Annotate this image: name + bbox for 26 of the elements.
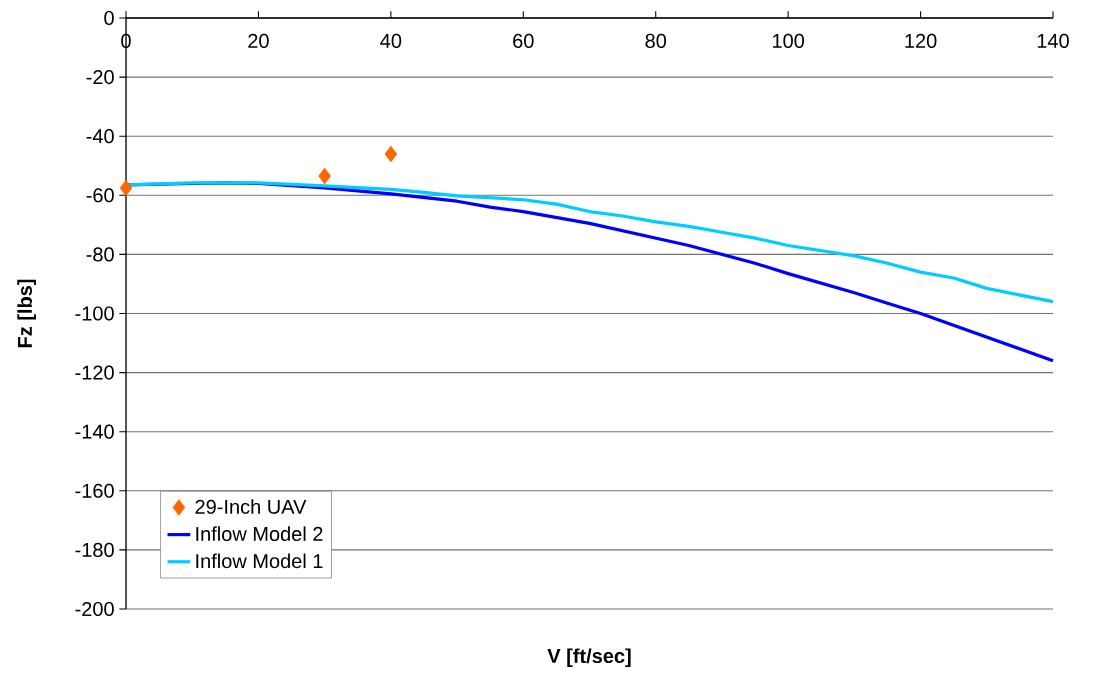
x-tick-label: 20 [248,33,269,48]
y-tick-label: 0 [104,10,114,26]
point [119,179,133,197]
y-tick-label: -160 [75,483,114,498]
y-tick-label: -80 [86,247,114,262]
y-tick-label: -140 [75,424,114,439]
legend-label: Inflow Model 1 [196,553,323,569]
y-tick-label: -100 [75,306,114,321]
y-axis-title: Fz [lbs] [17,279,36,348]
point [384,145,398,163]
x-tick-label: 80 [645,33,667,48]
legend-label: 29-Inch UAV [195,499,307,514]
x-tick-label: 120 [905,33,937,48]
y-tick-label: -60 [86,188,114,203]
x-tick-label: 60 [513,33,534,48]
y-tick-label: -180 [75,542,114,557]
legend-label: Inflow Model 2 [196,526,323,542]
y-tick-label: -20 [86,70,114,85]
y-tick-label: -40 [86,129,114,144]
x-axis-title: V [ft/sec] [547,648,631,668]
point [318,167,331,185]
x-tick-label: 140 [1037,33,1069,48]
y-tick-label: -200 [75,601,114,617]
x-tick-label: 40 [380,33,402,48]
x-tick-label: 100 [772,33,805,48]
y-tick-label: -120 [75,365,114,380]
